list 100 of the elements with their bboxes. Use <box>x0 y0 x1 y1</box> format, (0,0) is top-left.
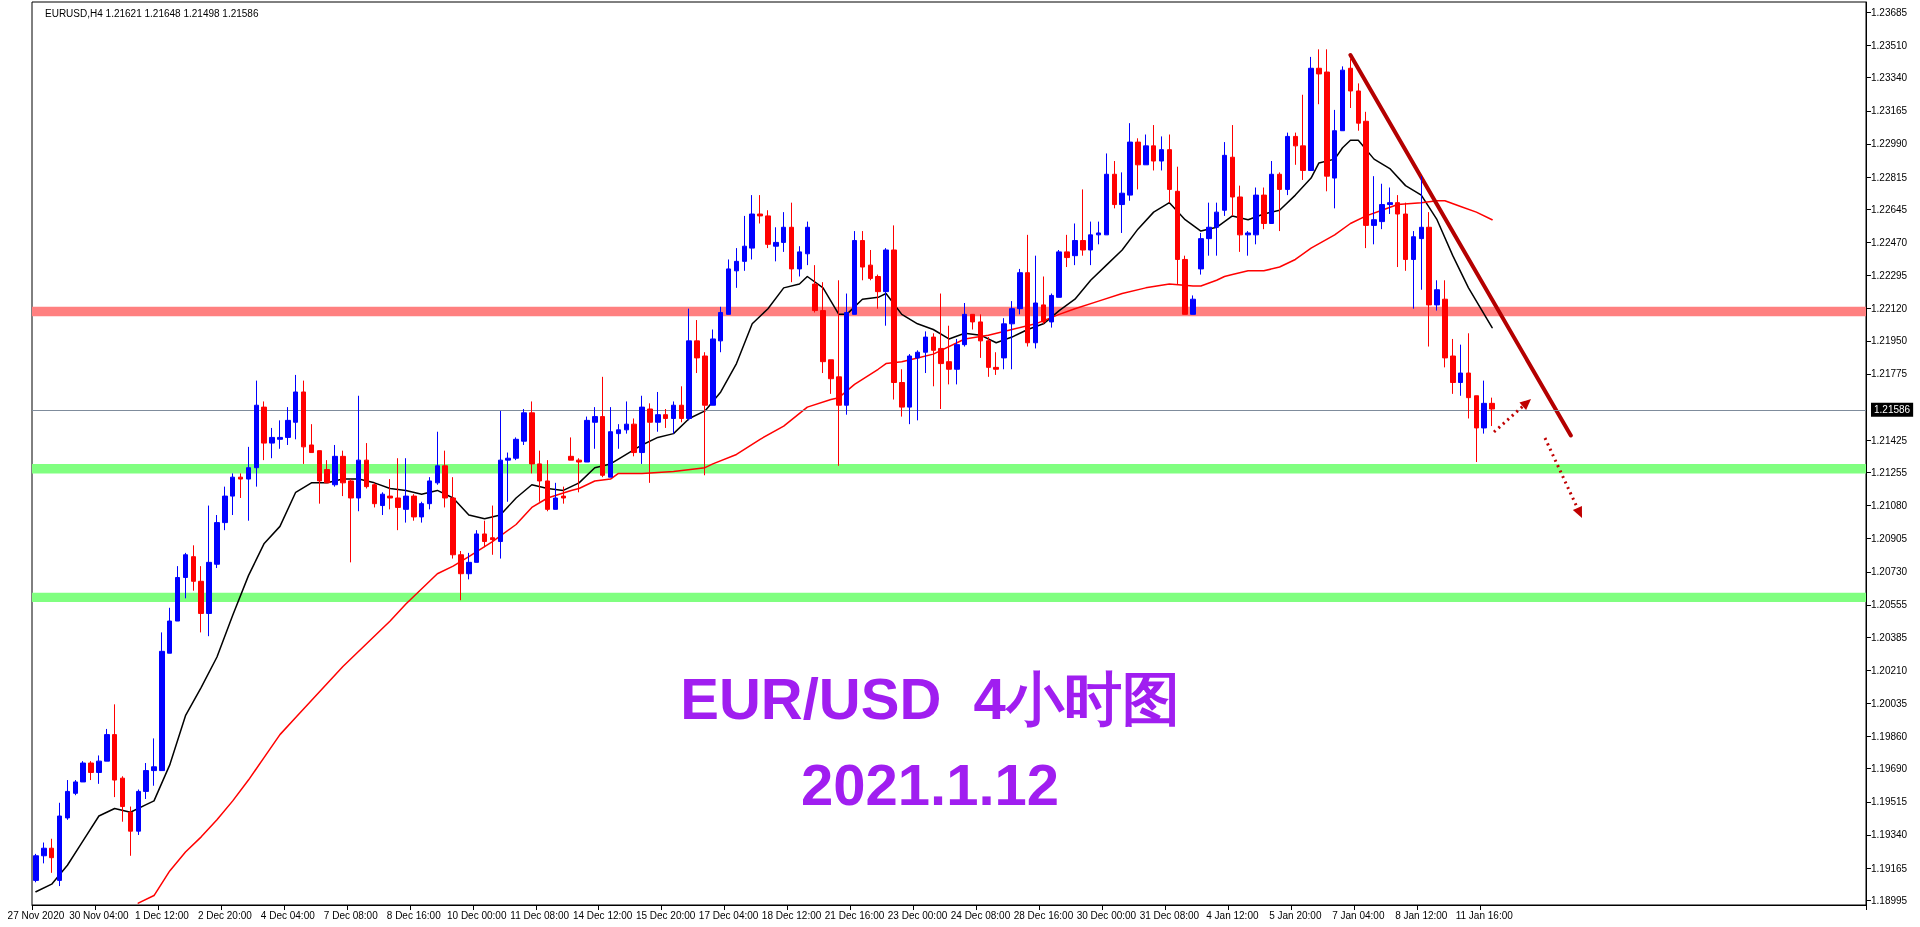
candlestick <box>710 329 716 406</box>
candlestick <box>1206 202 1212 257</box>
candlestick <box>73 779 78 796</box>
y-tick-label: 1.20035 <box>1871 697 1908 709</box>
x-tick-label: 10 Dec 00:00 <box>446 909 507 921</box>
y-tick-label: 1.22295 <box>1871 270 1908 282</box>
candlestick <box>33 853 39 883</box>
candlestick <box>592 406 598 450</box>
candlestick <box>41 842 47 864</box>
candlestick <box>1198 232 1204 276</box>
x-tick-label: 15 Dec 20:00 <box>635 909 696 921</box>
candlestick <box>1049 293 1054 329</box>
candlestick <box>348 478 354 563</box>
candlestick <box>1269 160 1274 224</box>
y-tick-label: 1.19515 <box>1871 796 1908 808</box>
candlestick <box>254 380 259 488</box>
x-tick-label: 30 Dec 00:00 <box>1076 909 1137 921</box>
candlestick <box>663 408 668 429</box>
candlestick <box>96 754 102 785</box>
candlestick <box>1190 294 1196 315</box>
candlestick <box>1151 124 1156 171</box>
x-tick-label: 11 Dec 08:00 <box>510 909 570 921</box>
y-tick-label: 1.19860 <box>1871 731 1908 743</box>
candlestick <box>647 402 653 484</box>
candlestick <box>781 211 786 253</box>
candlestick <box>466 552 472 580</box>
candlestick <box>852 230 857 315</box>
candlestick <box>1419 175 1424 291</box>
candlestick <box>600 376 605 478</box>
candlestick <box>395 457 401 531</box>
candlestick <box>246 446 251 522</box>
candlestick <box>931 332 936 387</box>
x-tick-label: 21 Dec 16:00 <box>824 909 885 921</box>
x-tick-label: 1 Dec 12:00 <box>134 909 190 921</box>
candlestick <box>671 400 676 435</box>
candlestick <box>65 779 70 821</box>
candlestick <box>765 209 771 249</box>
candlestick <box>1104 152 1109 236</box>
candlestick <box>868 249 873 281</box>
candlestick <box>427 476 432 510</box>
candlestick <box>655 391 661 433</box>
candlestick <box>993 351 999 376</box>
candlestick <box>1466 332 1471 419</box>
candlestick <box>498 410 503 560</box>
candlestick <box>120 775 125 823</box>
candlestick <box>301 380 306 465</box>
candlestick <box>773 226 779 262</box>
candlestick <box>1182 255 1188 315</box>
candlestick <box>442 450 448 508</box>
candlestick <box>915 349 920 421</box>
candlestick <box>238 472 243 499</box>
candlestick <box>128 806 133 857</box>
candlestick <box>1245 230 1251 257</box>
candlestick <box>1237 185 1243 253</box>
candlestick <box>1159 135 1164 171</box>
x-tick-label: 31 Dec 08:00 <box>1139 909 1200 921</box>
candlestick <box>1300 94 1306 181</box>
candlestick <box>1017 268 1023 315</box>
candlestick <box>183 552 188 599</box>
candlestick <box>1025 234 1030 348</box>
candlestick <box>954 338 960 385</box>
x-tick-label: 4 Dec 04:00 <box>260 909 316 921</box>
candlestick <box>380 491 385 516</box>
candlestick <box>1371 175 1377 245</box>
candlestick <box>458 550 464 601</box>
candlestick <box>1009 300 1015 370</box>
annotation: 2021.1.12 <box>800 751 1060 817</box>
line-series <box>35 139 1493 893</box>
candlestick <box>616 423 621 450</box>
candlestick <box>553 482 558 510</box>
candlestick <box>978 313 983 359</box>
y-tick-label: 1.22470 <box>1871 236 1908 248</box>
candlestick <box>340 450 346 497</box>
candlestick <box>1332 109 1337 209</box>
candlestick <box>521 408 527 446</box>
candlestick <box>1056 249 1062 298</box>
candlestick <box>435 431 440 486</box>
candlestick <box>679 385 684 423</box>
candlestick <box>372 482 377 508</box>
candlestick <box>529 400 535 474</box>
x-tick-label: 5 Jan 20:00 <box>1269 909 1322 921</box>
x-tick-label: 7 Dec 08:00 <box>323 909 379 921</box>
candlestick <box>1426 211 1432 348</box>
candlestick <box>104 728 110 762</box>
candlestick <box>875 274 881 310</box>
candlestick <box>1442 279 1448 368</box>
candlestick <box>1450 338 1456 395</box>
candlestick <box>57 802 62 887</box>
candlestick <box>277 419 283 450</box>
candlestick <box>718 306 723 353</box>
candlestick <box>1411 230 1416 310</box>
y-tick-label: 1.19165 <box>1871 862 1908 874</box>
candlestick <box>206 505 212 637</box>
candlestick <box>1041 276 1046 325</box>
y-tick-label: 1.20555 <box>1871 599 1908 611</box>
candlestick <box>309 423 314 454</box>
candlestick <box>1143 134 1149 166</box>
candlestick <box>608 406 613 478</box>
x-tick-label: 28 Dec 16:00 <box>1013 909 1074 921</box>
candlestick <box>726 258 731 315</box>
